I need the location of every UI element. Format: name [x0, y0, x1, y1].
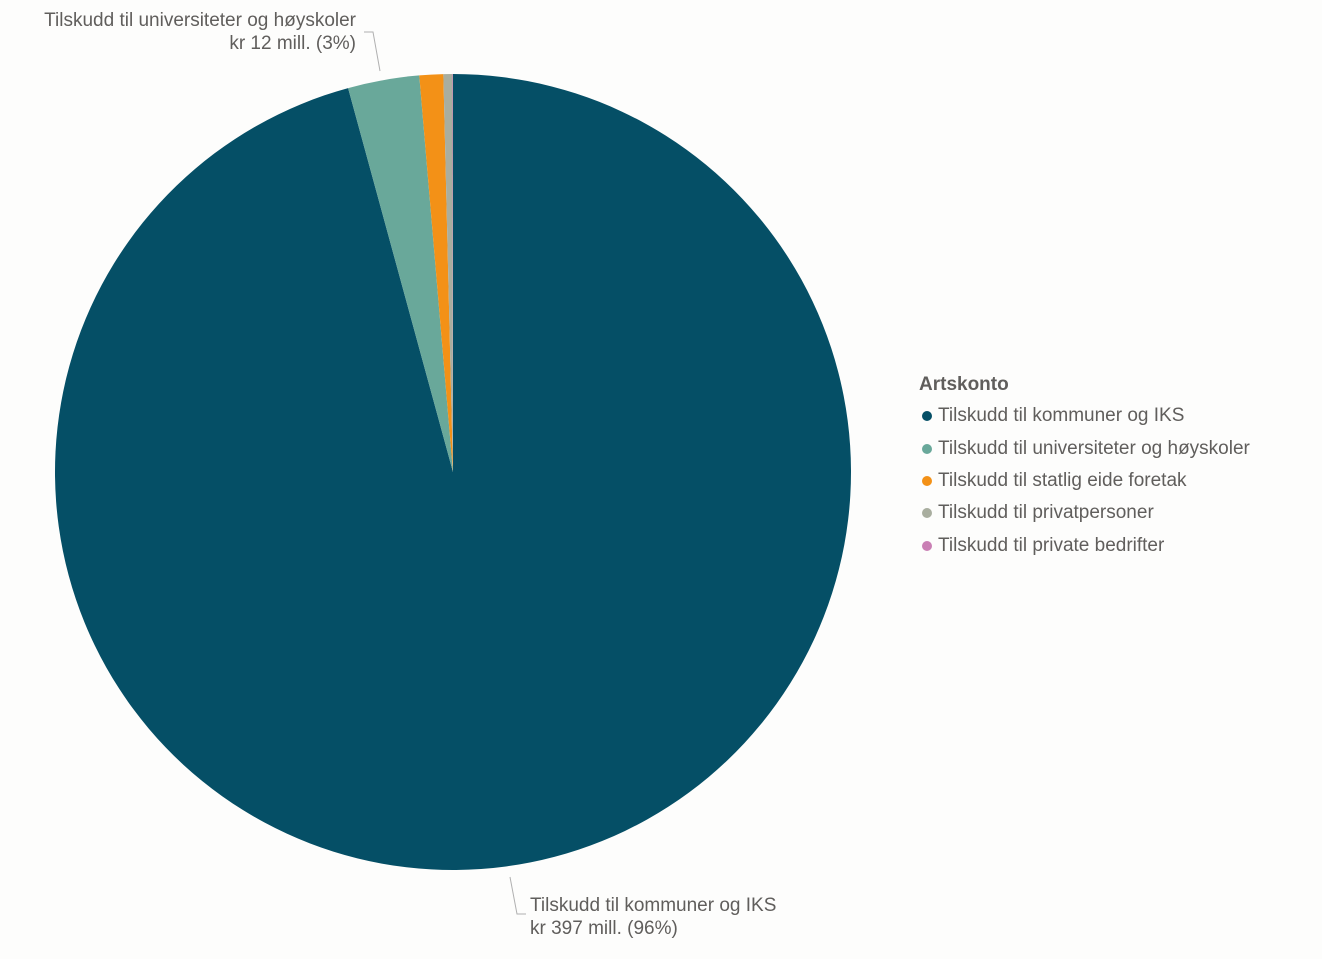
slice-label-universiteter-value: kr 12 mill. (3%) [229, 33, 356, 54]
slice-label-kommuner-name: Tilskudd til kommuner og IKS [530, 895, 776, 916]
legend-item-privatpersoner[interactable]: Tilskudd til privatpersoner [919, 497, 1250, 529]
legend-item-label: Tilskudd til kommuner og IKS [938, 405, 1185, 427]
legend-item-private-bedrifter[interactable]: Tilskudd til private bedrifter [919, 530, 1250, 562]
legend-dot-icon [922, 508, 932, 519]
legend: Artskonto Tilskudd til kommuner og IKS T… [919, 374, 1250, 562]
slice-label-kommuner-value: kr 397 mill. (96%) [530, 918, 678, 939]
legend-item-label: Tilskudd til privatpersoner [938, 502, 1154, 524]
pie-slice-1[interactable] [348, 75, 453, 472]
legend-dot-icon [922, 443, 932, 454]
pie-slices [55, 74, 851, 870]
label-leader-lines [364, 31, 526, 915]
leader-line-kommuner [509, 876, 526, 915]
leader-line-universiteter [364, 31, 381, 72]
pie-slice-4[interactable] [452, 74, 453, 472]
pie-slice-3[interactable] [443, 74, 453, 472]
legend-item-kommuner[interactable]: Tilskudd til kommuner og IKS [919, 400, 1250, 432]
legend-item-label: Tilskudd til universiteter og høyskoler [938, 437, 1250, 459]
pie-slice-2[interactable] [419, 74, 453, 472]
legend-dot-icon [922, 475, 932, 486]
legend-item-universiteter[interactable]: Tilskudd til universiteter og høyskoler [919, 432, 1250, 464]
legend-title: Artskonto [919, 374, 1009, 395]
legend-dot-icon [922, 540, 932, 551]
legend-item-label: Tilskudd til private bedrifter [938, 534, 1165, 556]
legend-item-statlig[interactable]: Tilskudd til statlig eide foretak [919, 465, 1250, 497]
legend-dot-icon [922, 411, 932, 422]
slice-label-universiteter-name: Tilskudd til universiteter og høyskoler [44, 10, 357, 31]
legend-item-label: Tilskudd til statlig eide foretak [938, 469, 1187, 491]
